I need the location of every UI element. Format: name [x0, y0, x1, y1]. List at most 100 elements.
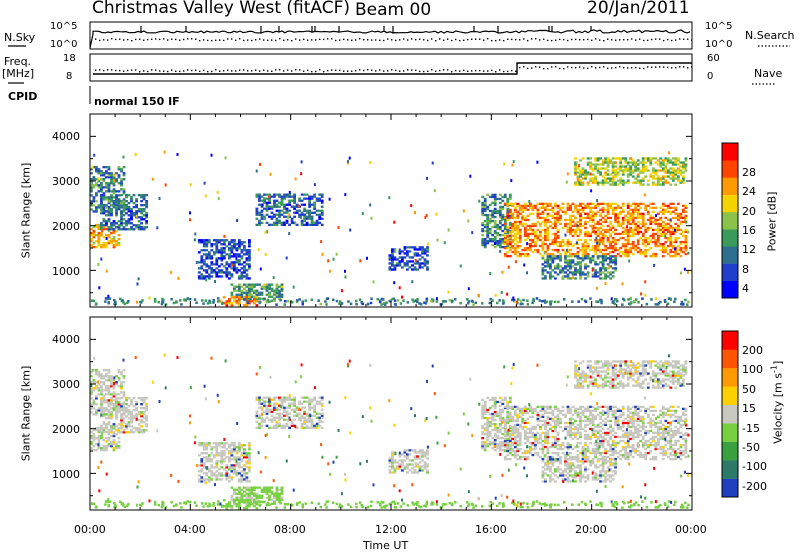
echo-cell	[609, 228, 612, 232]
echo-cell	[629, 234, 633, 238]
echo-cell	[125, 397, 128, 400]
echo-cell	[521, 204, 525, 207]
echo-cell	[142, 429, 146, 432]
echo-cell	[240, 476, 244, 479]
echo-cell	[105, 417, 108, 420]
echo-cell	[413, 248, 417, 251]
echo-cell	[135, 206, 138, 209]
echo-cell	[107, 413, 111, 416]
nsearch-dot	[391, 39, 393, 41]
echo-cell	[212, 301, 215, 304]
echo-cell	[626, 206, 630, 209]
echo-cell	[101, 229, 104, 233]
echo-cell	[230, 255, 234, 258]
echo-cell	[235, 488, 239, 491]
echo-cell	[503, 255, 507, 258]
echo-cell	[629, 165, 633, 168]
echo-cell	[611, 275, 615, 278]
echo-cell	[426, 469, 429, 472]
echo-cell	[137, 277, 140, 281]
echo-cell	[621, 282, 624, 286]
echo-cell	[120, 168, 123, 171]
echo-cell	[110, 226, 113, 229]
nsearch-dot	[259, 38, 261, 40]
echo-cell	[108, 297, 112, 300]
echo-cell	[102, 246, 106, 249]
echo-cell	[112, 443, 116, 446]
echo-cell	[248, 494, 251, 497]
echo-cell	[589, 167, 592, 170]
echo-cell	[521, 210, 525, 213]
nsearch-dot	[199, 39, 201, 42]
echo-cell	[513, 250, 517, 254]
echo-cell	[679, 212, 683, 215]
echo-cell	[621, 303, 624, 306]
echo-cell	[122, 188, 126, 191]
echo-cell	[406, 453, 409, 456]
echo-cell	[161, 297, 164, 301]
echo-cell	[388, 457, 392, 460]
echo-cell	[423, 453, 427, 456]
echo-cell	[92, 401, 96, 404]
echo-cell	[423, 301, 426, 304]
echo-cell	[408, 453, 412, 456]
echo-cell	[100, 246, 103, 249]
echo-cell	[554, 277, 557, 280]
echo-cell	[501, 195, 505, 199]
echo-cell	[215, 239, 219, 242]
echo-cell	[606, 210, 610, 213]
nsearch-dot	[227, 38, 229, 40]
echo-cell	[609, 240, 612, 244]
echo-cell	[273, 299, 276, 302]
echo-cell	[122, 198, 126, 201]
echo-cell	[105, 224, 108, 227]
echo-cell	[110, 182, 113, 185]
nave-dot	[687, 67, 689, 69]
echo-cell	[90, 391, 93, 394]
echo-cell	[278, 195, 281, 198]
echo-cell	[145, 212, 148, 215]
echo-cell	[413, 268, 417, 271]
echo-cell	[684, 159, 688, 162]
echo-cell	[248, 241, 251, 244]
echo-cell	[651, 171, 655, 174]
echo-cell	[651, 210, 655, 213]
echo-cell	[644, 165, 648, 168]
echo-cell	[591, 228, 595, 232]
echo-cell	[596, 199, 599, 203]
echo-cell	[184, 299, 188, 302]
echo-cell	[212, 269, 216, 272]
echo-cell	[115, 429, 118, 432]
echo-cell	[391, 467, 394, 470]
echo-cell	[100, 234, 103, 237]
echo-cell	[626, 210, 630, 213]
echo-cell	[644, 228, 648, 232]
echo-cell	[95, 387, 98, 390]
echo-cell	[248, 470, 251, 473]
echo-cell	[90, 381, 93, 384]
echo-cell	[215, 257, 219, 260]
echo-cell	[265, 205, 269, 208]
echo-cell	[624, 218, 628, 222]
echo-cell	[110, 411, 113, 414]
echo-cell	[115, 399, 118, 402]
echo-cell	[506, 231, 510, 235]
echo-cell	[601, 202, 605, 205]
echo-cell	[205, 448, 209, 451]
echo-cell	[100, 194, 103, 197]
echo-cell	[110, 224, 113, 227]
echo-cell	[268, 195, 270, 199]
echo-cell	[641, 234, 645, 238]
echo-cell	[90, 375, 93, 378]
echo-cell	[97, 437, 101, 440]
echo-cell	[624, 181, 628, 184]
echo-cell	[606, 208, 610, 211]
echo-cell	[115, 240, 118, 243]
echo-cell	[481, 223, 485, 227]
echo-cell	[255, 412, 259, 415]
echo-cell	[215, 275, 219, 278]
echo-cell	[418, 262, 422, 265]
echo-cell	[576, 271, 580, 274]
echo-cell	[207, 480, 211, 483]
echo-cell	[616, 171, 620, 174]
